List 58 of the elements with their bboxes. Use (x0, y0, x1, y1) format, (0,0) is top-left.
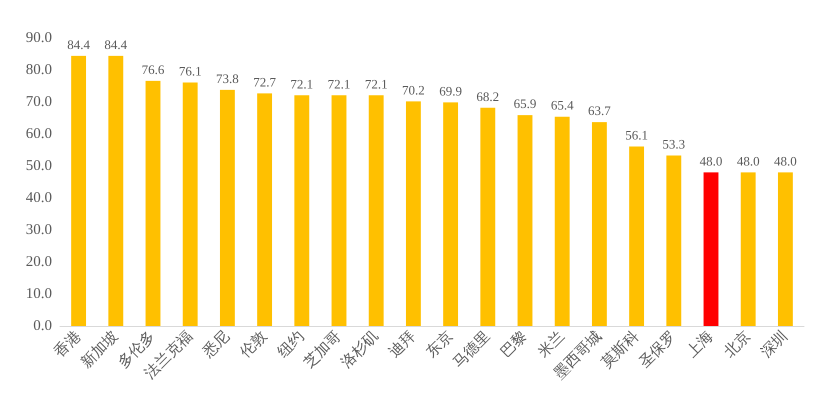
data-label: 70.2 (402, 82, 425, 98)
data-label: 72.1 (364, 76, 388, 92)
bar (294, 95, 310, 326)
data-label: 69.9 (439, 83, 462, 98)
data-label: 73.8 (216, 70, 239, 86)
data-label: 48.0 (774, 153, 797, 168)
y-tick-label: 50.0 (26, 158, 52, 174)
data-label: 48.0 (700, 153, 722, 168)
x-tick-label: 巴黎 (497, 328, 531, 361)
y-tick-label: 20.0 (26, 254, 52, 270)
x-tick-label: 迪拜 (386, 328, 420, 361)
y-tick-label: 40.0 (26, 190, 52, 206)
y-tick-label: 80.0 (26, 62, 52, 78)
data-label: 68.2 (476, 88, 500, 104)
bar (778, 172, 793, 326)
bar (480, 108, 496, 326)
bar (592, 122, 607, 326)
bar (182, 82, 198, 326)
bar (71, 56, 86, 326)
bar (666, 155, 682, 326)
data-label: 72.7 (253, 74, 276, 90)
y-tick-label: 30.0 (26, 222, 52, 238)
y-tick-label: 60.0 (26, 126, 52, 142)
y-tick-label: 0.0 (33, 318, 52, 334)
data-label: 53.3 (662, 136, 686, 152)
y-tick-label: 10.0 (26, 286, 52, 302)
data-label: 63.7 (588, 103, 612, 118)
data-label: 48.0 (736, 153, 760, 168)
x-tick-label: 悉尼 (199, 328, 234, 362)
bar (554, 116, 570, 326)
bar (518, 115, 532, 326)
bar (629, 146, 644, 326)
x-tick-label: 马德里 (450, 328, 494, 372)
bar (220, 90, 235, 326)
bar (146, 80, 160, 326)
data-label: 76.1 (178, 63, 202, 78)
data-label: 65.4 (550, 98, 574, 113)
x-tick-label: 伦敦 (237, 328, 270, 361)
data-label: 72.1 (328, 76, 350, 92)
bar (368, 95, 384, 326)
x-tick-label: 北京 (720, 328, 754, 361)
data-label: 84.4 (67, 36, 90, 52)
data-label: 76.6 (142, 62, 165, 77)
bar (332, 95, 346, 326)
data-label: 84.4 (104, 36, 128, 52)
y-tick-label: 70.0 (26, 94, 52, 110)
x-tick-label: 上海 (683, 328, 717, 361)
bar (108, 56, 124, 326)
data-label: 56.1 (625, 127, 648, 142)
bar (443, 102, 458, 326)
bar (406, 101, 421, 326)
bar (740, 172, 756, 326)
x-tick-label: 深圳 (758, 328, 792, 361)
y-tick-label: 90.0 (26, 30, 52, 46)
bar (257, 93, 272, 326)
data-label: 72.1 (290, 76, 314, 92)
bar (704, 172, 718, 326)
data-label: 65.9 (514, 96, 536, 112)
